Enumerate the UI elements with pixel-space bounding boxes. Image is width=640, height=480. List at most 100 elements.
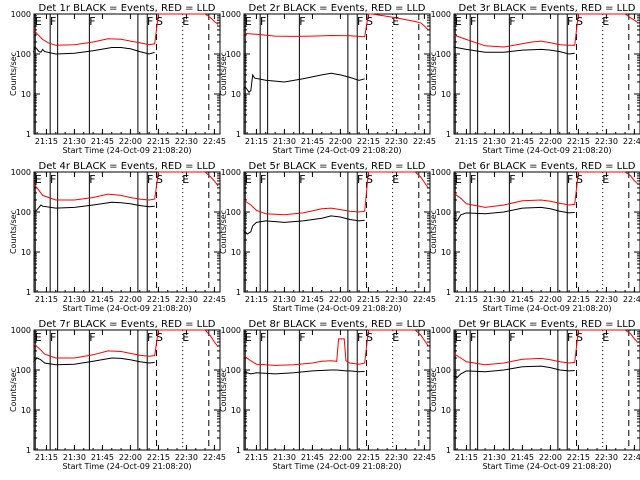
series-line-lld [33,329,219,359]
marker-label: F [89,331,95,344]
y-tick-label: 1000 [11,10,31,19]
detector-panel: Det 4r BLACK = Events, RED = LLD 1 10 100 10… [9,161,226,313]
x-tick-label: 22:45 [413,137,436,146]
x-tick-label: 22:15 [147,295,170,304]
y-tick-label: 100 [436,50,451,59]
x-tick-label: 22:00 [119,295,142,304]
y-tick-label: 100 [226,208,241,217]
marker-label: F [357,173,363,186]
marker-label: S [366,173,373,186]
series-line-events [32,45,155,55]
x-tick-label: 21:15 [455,295,478,304]
y-tick-label: 1 [236,446,241,455]
panel-title: Det 8r BLACK = Events, RED = LLD [249,319,426,330]
x-tick-label: 22:15 [567,137,590,146]
y-tick-label: 1 [446,446,451,455]
series-line-lld [453,13,639,48]
x-axis-label: Start Time (24-Oct-09 21:08:20) [272,146,401,155]
x-tick-label: 22:45 [623,137,640,146]
y-axis-label: Counts/sec [429,368,438,412]
marker-label: E [602,15,609,28]
y-tick-label: 100 [16,366,31,375]
x-tick-label: 21:30 [63,137,86,146]
x-tick-label: 22:00 [329,137,352,146]
y-tick-label: 10 [441,90,451,99]
x-tick-label: 22:30 [595,453,618,462]
x-tick-label: 22:45 [413,295,436,304]
marker-label: E [455,173,462,186]
x-tick-label: 21:30 [63,453,86,462]
series-line-events [453,365,575,379]
marker-label: F [50,15,56,28]
marker-label: F [50,173,56,186]
x-tick-label: 22:00 [539,453,562,462]
marker-label: F [470,15,476,28]
x-tick-label: 22:15 [357,137,380,146]
marker-label: F [567,173,573,186]
marker-label: F [299,15,305,28]
plot-frame [453,13,640,135]
x-tick-label: 21:45 [91,453,114,462]
marker-label: S [156,15,163,28]
x-tick-label: 22:30 [595,137,618,146]
panel-title: Det 5r BLACK = Events, RED = LLD [249,161,426,172]
y-axis-label: Counts/sec [219,52,228,96]
detector-panel: Det 3r BLACK = Events, RED = LLD 1 10 100 10… [429,3,640,155]
marker-label: E [35,331,42,344]
x-tick-label: 21:45 [91,295,114,304]
series-line-events [453,206,575,222]
x-tick-label: 21:30 [63,295,86,304]
x-tick-label: 22:45 [623,453,640,462]
y-tick-label: 1000 [11,326,31,335]
marker-label: S [156,173,163,186]
plot-frame [243,329,431,451]
marker-label: E [245,173,252,186]
x-tick-label: 21:15 [455,453,478,462]
x-tick-label: 21:30 [273,295,296,304]
plot-frame [33,171,221,293]
y-tick-label: 100 [436,208,451,217]
marker-label: E [245,15,252,28]
marker-label: F [147,331,153,344]
x-tick-label: 21:30 [273,453,296,462]
series-line-events [33,201,155,213]
x-tick-label: 22:15 [567,453,590,462]
marker-label: F [260,331,266,344]
marker-label: F [567,331,573,344]
y-tick-label: 1000 [431,326,451,335]
x-tick-label: 21:30 [483,453,506,462]
y-tick-label: 10 [441,248,451,257]
y-tick-label: 10 [21,248,31,257]
series-line-lld [243,329,429,366]
y-tick-label: 1 [446,130,451,139]
marker-label: F [357,15,363,28]
x-tick-label: 22:15 [147,453,170,462]
marker-label: E [602,331,609,344]
series-line-events [453,46,575,55]
panel-title: Det 1r BLACK = Events, RED = LLD [39,3,216,14]
y-tick-label: 10 [231,90,241,99]
detector-panel: Det 8r BLACK = Events, RED = LLD 1 10 100 10… [219,319,436,471]
y-tick-label: 100 [436,366,451,375]
y-axis-label: Counts/sec [429,210,438,254]
detector-panel: Det 5r BLACK = Events, RED = LLD 1 10 100 10… [219,161,436,313]
panel-title: Det 9r BLACK = Events, RED = LLD [459,319,636,330]
x-tick-label: 22:15 [567,295,590,304]
x-axis-label: Start Time (24-Oct-09 21:08:20) [272,462,401,471]
marker-label: E [35,173,42,186]
plot-frame [243,13,431,135]
x-tick-label: 22:00 [119,453,142,462]
series-line-lld [33,13,219,46]
y-tick-label: 10 [21,406,31,415]
x-tick-label: 22:45 [203,137,226,146]
marker-label: F [260,15,266,28]
x-tick-label: 21:45 [511,295,534,304]
x-tick-label: 22:45 [623,295,640,304]
detector-panel: Det 1r BLACK = Events, RED = LLD 1 10 100 10… [9,3,226,155]
x-tick-label: 22:45 [413,453,436,462]
x-axis-label: Start Time (24-Oct-09 21:08:20) [272,304,401,313]
marker-label: F [509,173,515,186]
y-tick-label: 100 [226,50,241,59]
marker-label: S [366,15,373,28]
y-axis-label: Counts/sec [429,52,438,96]
